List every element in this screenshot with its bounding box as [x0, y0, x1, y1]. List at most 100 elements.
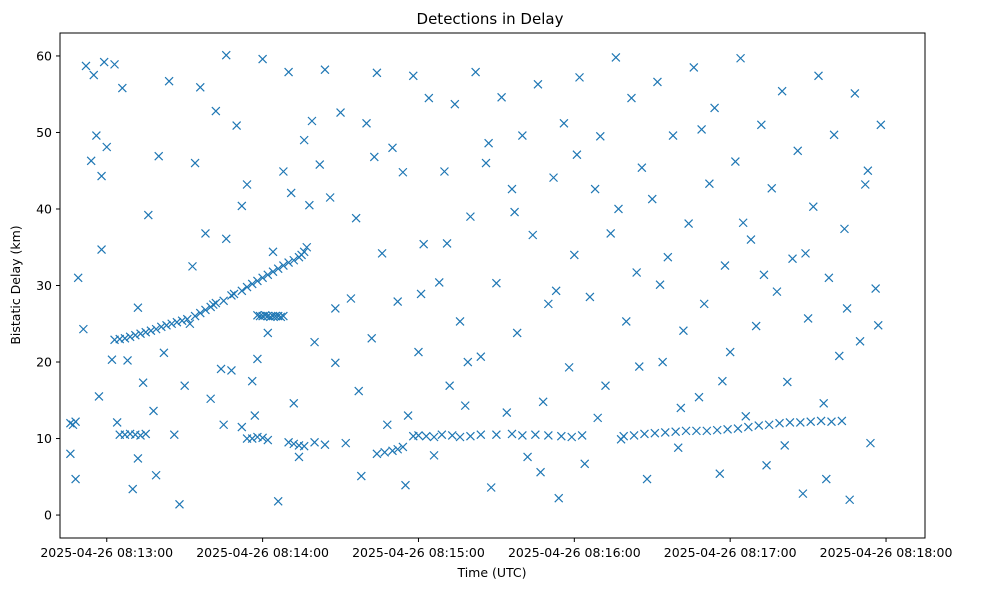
data-point	[637, 163, 647, 173]
data-point	[873, 320, 883, 330]
data-point	[440, 167, 449, 176]
data-point	[177, 316, 187, 326]
data-point	[336, 108, 345, 118]
data-point	[185, 319, 195, 329]
data-point	[702, 426, 712, 436]
data-point	[162, 320, 171, 330]
data-point	[476, 430, 486, 440]
data-point	[125, 332, 135, 342]
data-point	[154, 151, 164, 161]
data-point	[491, 278, 501, 288]
data-point	[808, 202, 818, 212]
data-point	[827, 417, 836, 427]
data-point	[258, 273, 268, 283]
x-axis: 2025-04-26 08:13:00 2025-04-26 08:14:00 20…	[40, 538, 952, 560]
data-point	[180, 381, 190, 391]
data-point	[536, 467, 545, 477]
data-point	[247, 279, 257, 289]
data-point	[676, 403, 686, 413]
data-point	[149, 406, 158, 416]
data-point	[655, 280, 665, 290]
y-tick-label: 30	[36, 278, 52, 293]
data-point	[172, 317, 182, 327]
data-point	[242, 180, 252, 189]
data-point	[616, 434, 626, 444]
data-point	[691, 426, 701, 436]
data-point	[710, 103, 720, 113]
data-point	[785, 418, 795, 427]
data-point	[806, 417, 816, 427]
data-point	[208, 300, 218, 310]
data-point	[559, 118, 569, 128]
data-point	[712, 425, 722, 435]
data-point	[720, 261, 730, 271]
data-point	[759, 270, 769, 280]
data-markers	[65, 50, 886, 509]
data-point	[393, 297, 403, 306]
data-point	[684, 219, 694, 228]
data-point	[346, 294, 356, 303]
data-point	[250, 411, 260, 421]
data-point	[325, 193, 335, 202]
data-point	[871, 284, 881, 293]
data-point	[780, 440, 790, 450]
data-point	[73, 273, 83, 283]
data-point	[403, 411, 413, 421]
data-point	[754, 421, 764, 430]
data-point	[263, 435, 273, 445]
data-point	[476, 352, 486, 362]
data-point	[733, 424, 743, 434]
y-tick-label: 60	[36, 48, 52, 63]
y-axis: 0 10 20 30 40 50 60	[36, 48, 60, 523]
data-point	[260, 310, 270, 320]
data-point	[497, 92, 507, 102]
data-point	[71, 417, 81, 427]
data-point	[512, 328, 522, 338]
data-point	[398, 167, 408, 177]
data-point	[278, 311, 288, 321]
data-point	[362, 118, 371, 128]
data-point	[671, 427, 681, 437]
data-point	[442, 238, 452, 248]
data-point	[738, 218, 748, 228]
data-point	[816, 416, 826, 426]
data-point	[247, 376, 257, 386]
data-point	[284, 437, 294, 447]
data-point	[201, 305, 210, 315]
data-point	[743, 422, 753, 432]
x-tick-label: 2025-04-26 08:16:00	[508, 545, 641, 560]
data-point	[91, 131, 101, 140]
x-tick-label: 2025-04-26 08:18:00	[820, 545, 953, 560]
data-point	[736, 53, 745, 63]
data-point	[97, 171, 106, 181]
data-point	[141, 429, 151, 439]
data-point	[517, 131, 527, 140]
data-point	[133, 453, 143, 463]
data-point	[315, 160, 325, 170]
data-point	[829, 130, 839, 140]
data-point	[146, 326, 156, 336]
data-point	[341, 438, 351, 448]
data-point	[419, 239, 429, 249]
data-point	[276, 312, 286, 322]
data-point	[123, 356, 132, 365]
data-point	[273, 264, 283, 274]
data-point	[660, 427, 670, 437]
data-point	[65, 449, 75, 459]
data-point	[299, 247, 309, 257]
data-point	[510, 207, 520, 217]
data-point	[481, 158, 491, 168]
data-point	[556, 431, 566, 441]
data-point	[502, 408, 512, 417]
data-point	[834, 351, 844, 361]
data-point	[382, 420, 392, 430]
data-point	[141, 327, 151, 337]
x-tick-label: 2025-04-26 08:14:00	[196, 545, 329, 560]
data-point	[756, 120, 766, 130]
data-point	[369, 152, 379, 162]
data-point	[543, 299, 553, 309]
data-point	[130, 330, 140, 340]
data-point	[414, 431, 423, 440]
data-point	[242, 282, 252, 292]
